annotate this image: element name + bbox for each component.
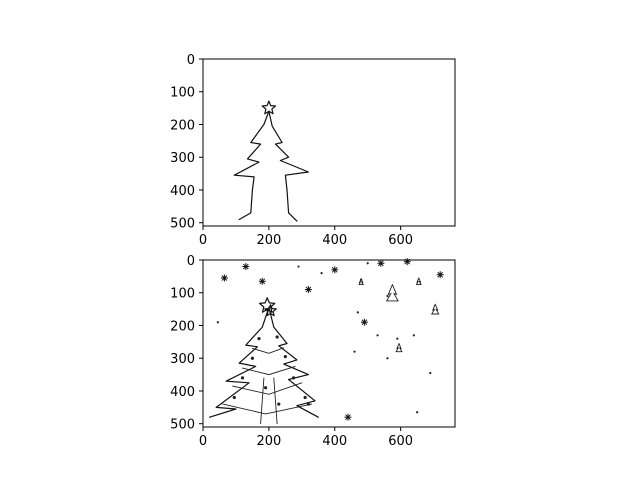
tree-outline-right: [268, 306, 319, 418]
y-tick-label: 100: [170, 86, 195, 101]
snow-dot: [429, 371, 432, 375]
snowflake: [344, 413, 352, 421]
snow-dot: [366, 262, 369, 265]
ornament: [277, 402, 281, 406]
y-tick-label: 200: [170, 319, 195, 334]
snow-dot: [396, 337, 399, 340]
snowflake: [258, 277, 266, 285]
garland: [222, 403, 313, 415]
garland: [242, 365, 296, 376]
snow-dot: [356, 311, 359, 314]
garland: [232, 382, 303, 395]
snowflake: [403, 258, 411, 266]
y-tick-label: 400: [170, 184, 195, 199]
ornament: [250, 356, 255, 360]
y-tick-label: 200: [170, 118, 195, 133]
x-tick-label: 0: [199, 434, 207, 449]
tree-star: [259, 297, 276, 313]
ornament: [263, 386, 268, 390]
y-tick-label: 0: [187, 53, 195, 68]
ornament: [240, 376, 245, 380]
ornament: [291, 376, 296, 380]
snowflake: [331, 266, 339, 274]
y-tick-label: 500: [170, 418, 195, 433]
sketch-image-1: [209, 258, 444, 425]
snowflake: [360, 318, 368, 326]
x-tick-label: 200: [256, 233, 281, 248]
small-tree: [431, 303, 440, 315]
snowflake: [242, 263, 250, 271]
y-tick-label: 100: [170, 287, 195, 302]
ornament: [283, 354, 287, 359]
small-tree: [395, 343, 403, 353]
snow-dot: [216, 321, 219, 324]
snow-dot: [386, 294, 389, 298]
snowflake: [436, 271, 444, 279]
ornament: [275, 335, 279, 339]
snowflake: [304, 285, 312, 293]
ornament: [257, 336, 261, 341]
tree-trunk: [273, 377, 278, 425]
snow-dot: [412, 334, 415, 337]
y-tick-label: 300: [170, 151, 195, 166]
snowflake: [377, 259, 385, 267]
garland: [251, 347, 285, 354]
ornament: [306, 402, 311, 406]
subplot-bottom: 0 200 400 600 0 100 200 300 400 500: [170, 254, 456, 449]
tree-trunk: [260, 377, 265, 425]
tree-outline-left: [233, 110, 270, 221]
small-tree: [385, 284, 399, 302]
small-tree: [358, 278, 364, 286]
snow-dot: [416, 411, 419, 414]
x-tick-label: 400: [322, 233, 347, 248]
axes-frame: [202, 58, 456, 227]
x-tick-label: 0: [199, 233, 207, 248]
subplot-top: 0 200 400 600 0 100 200 300 400 500: [170, 53, 456, 248]
small-tree: [415, 277, 422, 286]
tree-outline-left: [209, 306, 270, 418]
ornament: [232, 395, 236, 400]
y-tick-label: 400: [170, 385, 195, 400]
snow-dot: [320, 271, 323, 275]
tree-star: [261, 100, 277, 115]
y-tick-label: 500: [170, 217, 195, 232]
ornament: [303, 395, 307, 400]
x-tick-label: 400: [322, 434, 347, 449]
x-tick-label: 200: [256, 434, 281, 449]
tree-outline-right: [268, 110, 309, 222]
snow-dot: [297, 265, 300, 268]
snowflake: [220, 274, 228, 282]
snow-dot: [376, 334, 379, 337]
tree-star: [264, 304, 277, 317]
snow-dot: [353, 350, 356, 353]
y-tick-label: 0: [187, 254, 195, 269]
snow-dot: [386, 357, 389, 360]
y-tick-label: 300: [170, 352, 195, 367]
axes-frame: [202, 259, 456, 428]
sketch-image-0: [233, 100, 309, 222]
x-tick-label: 600: [388, 233, 413, 248]
x-tick-label: 600: [388, 434, 413, 449]
